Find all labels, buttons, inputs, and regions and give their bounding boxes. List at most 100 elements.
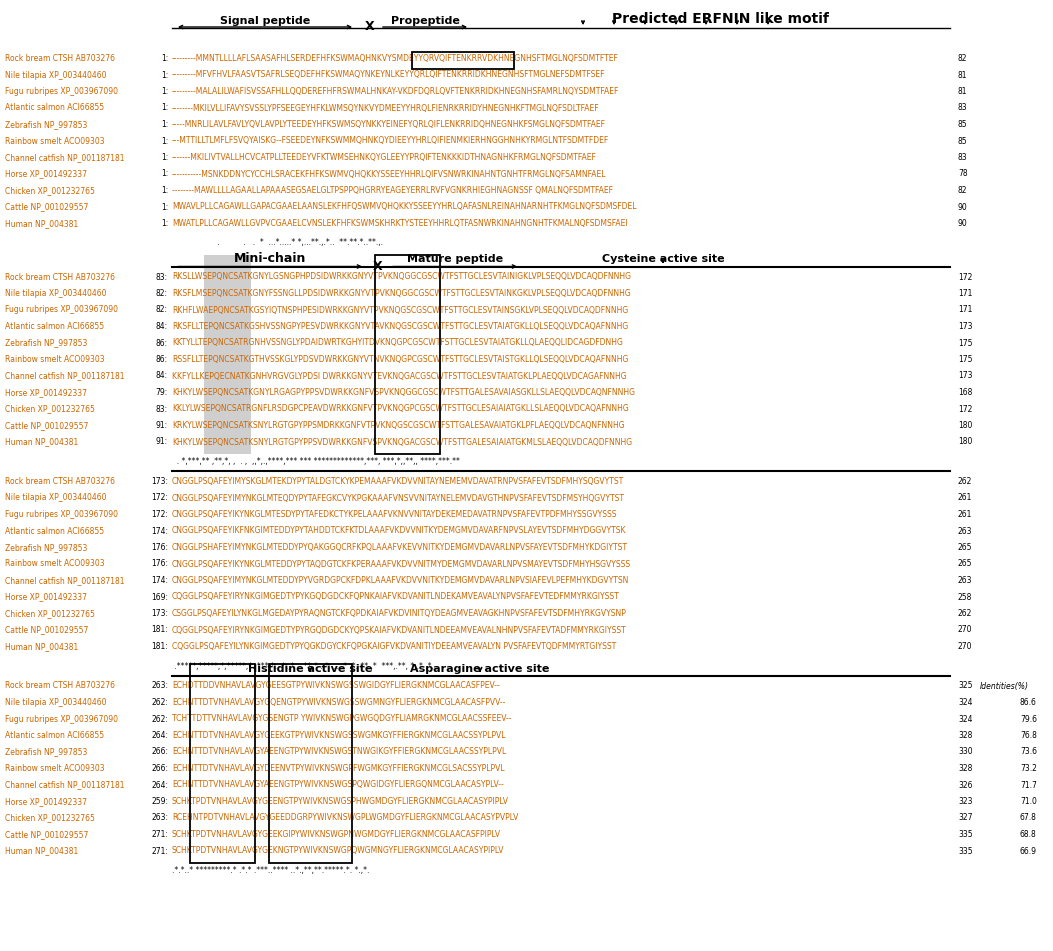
Text: 91:: 91: bbox=[156, 421, 168, 430]
Text: CNGGLPSQAFEYIMYNKGLMTEDDYPYVGRDGPCKFDPKLAAAFVKDVVNITKYDEMGMVDAVARLNPVSIAFEVLPEFM: CNGGLPSQAFEYIMYNKGLMTEDDYPYVGRDGPCKFDPKL… bbox=[172, 576, 630, 585]
Text: Cattle NP_001029557: Cattle NP_001029557 bbox=[5, 421, 88, 430]
Text: 327: 327 bbox=[958, 813, 973, 823]
Text: 169:: 169: bbox=[151, 592, 168, 601]
Text: Chicken XP_001232765: Chicken XP_001232765 bbox=[5, 609, 95, 618]
Text: CNGGLPSQAFEYIMYNKGLMTEQDYPYTAFEGKCVYKPGKAAAFVNSVVNITAYNELEMVDAVGTHNPVSFAFEVTSDFM: CNGGLPSQAFEYIMYNKGLMTEQDYPYTAFEGKCVYKPGK… bbox=[172, 494, 625, 502]
Text: ---MTTILLTLMFLFSVQYAISKG--FSEEDEYNFKSWMMQHNKQYDIEEYYHRLQIFIENMKIERHNGGHNHKYRMGLN: ---MTTILLTLMFLFSVQYAISKG--FSEEDEYNFKSWMM… bbox=[172, 137, 610, 146]
Text: Atlantic salmon ACI66855: Atlantic salmon ACI66855 bbox=[5, 104, 104, 112]
Text: Rainbow smelt ACO09303: Rainbow smelt ACO09303 bbox=[5, 355, 104, 364]
Text: 181:: 181: bbox=[152, 626, 168, 634]
Text: 264:: 264: bbox=[151, 781, 168, 789]
Text: KRKYLWSEPQNCSATKSNYLRGTGPYPPSMDRKKGNFVTPVKNQGSCGSCWTFSTTGALESAVAIATGKLPFLAEQQLVD: KRKYLWSEPQNCSATKSNYLRGTGPYPPSMDRKKGNFVTP… bbox=[172, 421, 624, 430]
Text: 172:: 172: bbox=[152, 510, 168, 519]
Text: 1:: 1: bbox=[161, 169, 168, 179]
Text: 266:: 266: bbox=[151, 764, 168, 773]
Text: 173:: 173: bbox=[151, 609, 168, 618]
Text: KKTYLLTEPQNCSATRGNHVSSNGLYPDAIDWRTKGHYITDVKNQGPCGSCWTFSTTGCLESVTAIATGKLLQLAEQQLI: KKTYLLTEPQNCSATRGNHVSSNGLYPDAIDWRTKGHYIT… bbox=[172, 339, 623, 347]
Text: 264:: 264: bbox=[151, 731, 168, 740]
Text: 79:: 79: bbox=[156, 388, 168, 397]
Text: -----------MSNKDDNYCYCCHLSRACEKFHFKSWMVQHQKKYSSEEYHHRLQIFVSNWRKINAHNTGNHTFRMGLNQ: -----------MSNKDDNYCYCCHLSRACEKFHFKSWMVQ… bbox=[172, 169, 607, 179]
Text: RKSFLLTEPQNCSATKGSHVSSNGPYPESVDWRKKGNYVTAVKNQGSCGSCWTFSTTGCLESVTAIATGKLLQLSEQQLV: RKSFLLTEPQNCSATKGSHVSSNGPYPESVDWRKKGNYVT… bbox=[172, 322, 629, 331]
Text: CQGGLPSQAFEYILYNKGIMGEDTYPYQGKDGYCKFQPGKAIGFVKDVANITIYDEEAMVEAVALYN PVSFAFEVTQDF: CQGGLPSQAFEYILYNKGIMGEDTYPYQGKDGYCKFQPGK… bbox=[172, 642, 616, 651]
Text: 174:: 174: bbox=[151, 576, 168, 585]
Text: 90: 90 bbox=[958, 203, 968, 211]
Text: 171: 171 bbox=[958, 289, 972, 298]
Text: 180: 180 bbox=[958, 437, 972, 447]
Text: 1:: 1: bbox=[161, 137, 168, 146]
Text: 86:: 86: bbox=[156, 355, 168, 364]
Text: 1:: 1: bbox=[161, 153, 168, 162]
Text: Identities(%): Identities(%) bbox=[980, 682, 1029, 690]
Text: Channel catfish NP_001187181: Channel catfish NP_001187181 bbox=[5, 576, 124, 585]
Text: Rainbow smelt ACO09303: Rainbow smelt ACO09303 bbox=[5, 559, 104, 569]
Text: Chicken XP_001232765: Chicken XP_001232765 bbox=[5, 813, 95, 823]
Text: 326: 326 bbox=[958, 781, 973, 789]
Text: -------MKILIVTVALLHCVCATPLLTEEDEYVFKTWMSEHNKQYGLEEYYPRQIFTENKKKIDTHNAGNHKFRMGLNQ: -------MKILIVTVALLHCVCATPLLTEEDEYVFKTWMS… bbox=[172, 153, 597, 162]
Text: 263:: 263: bbox=[151, 682, 168, 690]
Text: 82: 82 bbox=[958, 186, 968, 195]
Text: Mini-chain: Mini-chain bbox=[234, 251, 306, 264]
Text: Zebrafish NP_997853: Zebrafish NP_997853 bbox=[5, 543, 87, 552]
Text: 84:: 84: bbox=[156, 372, 168, 380]
Text: 265: 265 bbox=[958, 559, 973, 569]
Text: Fugu rubripes XP_003967090: Fugu rubripes XP_003967090 bbox=[5, 305, 118, 315]
Text: --------MKILVLLIFAVYSVSSLYPFSEEGEYHFKLWMSQYNKVYDMEEYYHRQLFIENRKRRIDYHNEGNHKFTMGL: --------MKILVLLIFAVYSVSSLYPFSEEGEYHFKLWM… bbox=[172, 104, 599, 112]
Text: 1:: 1: bbox=[161, 203, 168, 211]
Text: Channel catfish NP_001187181: Channel catfish NP_001187181 bbox=[5, 781, 124, 789]
Text: KKFYLLKEPQECNATKGNHVRGVGLYPDSI DWRKKGNYVTEVKNQGACGSCWTFSTTGCLESVTAIATGKLPLAEQQLV: KKFYLLKEPQECNATKGNHVRGVGLYPDSI DWRKKGNYV… bbox=[172, 372, 627, 380]
Text: Atlantic salmon ACI66855: Atlantic salmon ACI66855 bbox=[5, 527, 104, 535]
Text: ECHNTTDTVNHAVLAVGYAEENGTPYWIVKNSWGSPQWGIDGYFLIERGQNMCGLAACASYPLV--: ECHNTTDTVNHAVLAVGYAEENGTPYWIVKNSWGSPQWGI… bbox=[172, 781, 503, 789]
Text: 1:: 1: bbox=[161, 70, 168, 80]
Text: 173: 173 bbox=[958, 372, 973, 380]
Text: Nile tilapia XP_003440460: Nile tilapia XP_003440460 bbox=[5, 70, 106, 80]
Text: Cattle NP_001029557: Cattle NP_001029557 bbox=[5, 626, 88, 634]
Text: 261: 261 bbox=[958, 494, 972, 502]
Text: Mature peptide: Mature peptide bbox=[406, 255, 503, 264]
Text: Human NP_004381: Human NP_004381 bbox=[5, 846, 78, 856]
Text: Nile tilapia XP_003440460: Nile tilapia XP_003440460 bbox=[5, 494, 106, 502]
Text: 85: 85 bbox=[958, 137, 968, 146]
Text: Asparagine active site: Asparagine active site bbox=[411, 664, 550, 673]
Text: 1:: 1: bbox=[161, 87, 168, 96]
Text: 259:: 259: bbox=[151, 797, 168, 806]
Text: Rock bream CTSH AB703276: Rock bream CTSH AB703276 bbox=[5, 477, 115, 486]
Text: 83: 83 bbox=[958, 153, 968, 162]
Text: .          .   .  *  ...*.....* *,...**.,.*..  **.**.*..**.,.: . . . * ...*.....* *,...**.,.*.. **.**.*… bbox=[172, 239, 383, 247]
Text: 66.9: 66.9 bbox=[1020, 846, 1037, 856]
Text: 262: 262 bbox=[958, 477, 972, 486]
Text: 173:: 173: bbox=[151, 477, 168, 486]
Text: X: X bbox=[365, 21, 375, 33]
Text: 168: 168 bbox=[958, 388, 972, 397]
Text: Horse XP_001492337: Horse XP_001492337 bbox=[5, 169, 87, 179]
Text: Fugu rubripes XP_003967090: Fugu rubripes XP_003967090 bbox=[5, 510, 118, 519]
Text: 270: 270 bbox=[958, 626, 973, 634]
Text: 81: 81 bbox=[958, 87, 968, 96]
Text: 265: 265 bbox=[958, 543, 973, 552]
Text: 81: 81 bbox=[958, 70, 968, 80]
Text: Human NP_004381: Human NP_004381 bbox=[5, 219, 78, 228]
Bar bbox=[412, 52, 514, 68]
Text: 263: 263 bbox=[958, 527, 973, 535]
Text: 180: 180 bbox=[958, 421, 972, 430]
Text: Nile tilapia XP_003440460: Nile tilapia XP_003440460 bbox=[5, 289, 106, 298]
Text: 176:: 176: bbox=[151, 543, 168, 552]
Text: Cysteine active site: Cysteine active site bbox=[601, 255, 724, 264]
Text: Channel catfish NP_001187181: Channel catfish NP_001187181 bbox=[5, 372, 124, 380]
Text: Atlantic salmon ACI66855: Atlantic salmon ACI66855 bbox=[5, 731, 104, 740]
Text: CNGGLPSHAFEYIMYNKGLMTEDDYPYQAKGGQCRFKPQLAAAFVKEVVNITKYDEMGMVDAVARLNPVSFAYEVTSDFM: CNGGLPSHAFEYIMYNKGLMTEDDYPYQAKGGQCRFKPQL… bbox=[172, 543, 628, 552]
Text: Rainbow smelt ACO09303: Rainbow smelt ACO09303 bbox=[5, 764, 104, 773]
Text: KHKYLWSEPQNCSATKGNYLRGAGPYPPSVDWRKKGNFVSPVKNQGGCGSCWTFSTTGALESAVAIASGKLLSLAEQQLV: KHKYLWSEPQNCSATKGNYLRGAGPYPPSVDWRKKGNFVS… bbox=[172, 388, 635, 397]
Text: . *,***,** ,**,*, ,  . ,  ,,*,.,****,*** *** *************,***, ***,*,,**,, ****: . *,***,** ,**,*, , . , ,,*,.,****,*** *… bbox=[172, 457, 460, 466]
Text: 335: 335 bbox=[958, 846, 973, 856]
Text: ECHNTTDTVNHAVLAVGYGQENGTPYWIVKNSWGSSWGMNGYFLIERGKNMCGLAACASFPVV--: ECHNTTDTVNHAVLAVGYGQENGTPYWIVKNSWGSSWGMN… bbox=[172, 698, 505, 707]
Text: Horse XP_001492337: Horse XP_001492337 bbox=[5, 592, 87, 601]
Text: 82:: 82: bbox=[156, 289, 168, 298]
Text: Rock bream CTSH AB703276: Rock bream CTSH AB703276 bbox=[5, 54, 115, 63]
Text: 82:: 82: bbox=[156, 305, 168, 315]
Text: 335: 335 bbox=[958, 830, 973, 839]
Text: 1:: 1: bbox=[161, 120, 168, 129]
Text: CNGGLPSQAFEYIKFNKGIMTEDDYPYTAHDDTCKFKTDLAAAFVKDVVNITKYDEMGMVDAVARFNPVSLAYEVTSDFM: CNGGLPSQAFEYIKFNKGIMTEDDYPYTAHDDTCKFKTDL… bbox=[172, 527, 627, 535]
Text: -----MNRLILAVLFAVLYQVLAVPLYTEEDEYHFKSWMSQYNKKYEINEFYQRLQIFLENKRRIDQHNEGNHKFSMGLN: -----MNRLILAVLFAVLYQVLAVPLYTEEDEYHFKSWMS… bbox=[172, 120, 605, 129]
Text: 324: 324 bbox=[958, 698, 973, 707]
Text: CQGGLPSQAFEYIRYNKGIMGEDTYPYRGQDGDCKYQPSKAIAFVKDVANITLNDEEAMVEAVALNHNPVSFAFEVTADF: CQGGLPSQAFEYIRYNKGIMGEDTYPYRGQDGDCKYQPSK… bbox=[172, 626, 627, 634]
